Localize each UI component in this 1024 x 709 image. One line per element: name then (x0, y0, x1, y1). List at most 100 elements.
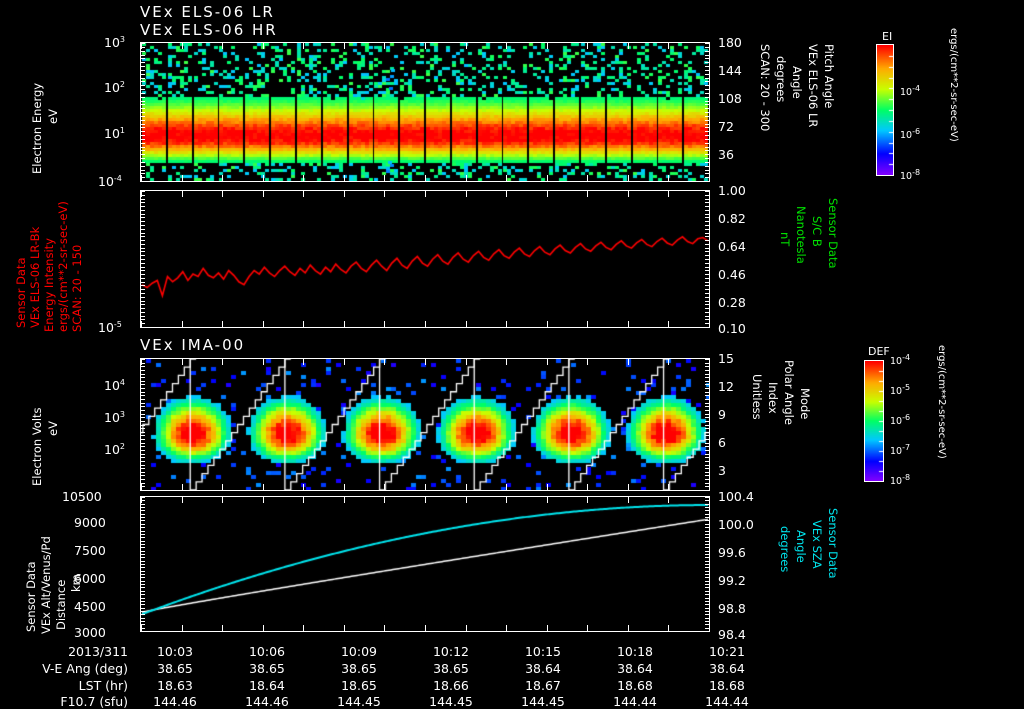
axis-tick-minor (705, 510, 709, 511)
axis-tick-minor (141, 251, 145, 252)
axis-tick-minor (141, 403, 145, 404)
axis-tick-minor (141, 468, 145, 469)
axis-tick-minor (705, 439, 709, 440)
axis-tick-minor (141, 457, 145, 458)
panel1-title-lr: VEx ELS-06 LR (140, 3, 275, 21)
axis-tick (668, 43, 669, 49)
axis-tick (263, 497, 264, 503)
axis-tick-minor (705, 479, 709, 480)
axis-tick-minor (705, 85, 709, 86)
axis-tick-minor (705, 537, 709, 538)
axis-tick (263, 321, 264, 327)
footer-cell-1-0: 38.65 (157, 661, 193, 676)
panel1-right-line0: Pitch Angle (822, 44, 836, 109)
axis-tick-minor (705, 514, 709, 515)
axis-tick-minor (705, 490, 709, 491)
axis-tick-minor (705, 51, 709, 52)
colorbar1-tick-1: 10-6 (900, 127, 921, 142)
axis-tick-minor (141, 89, 145, 90)
axis-tick-minor (705, 621, 709, 622)
panel1-ytick-1em4: 10-4 (98, 174, 122, 190)
axis-tick-minor (705, 297, 709, 298)
axis-tick (506, 191, 507, 197)
axis-tick (141, 359, 142, 365)
panel3-left-line1: eV (46, 421, 60, 436)
axis-tick-minor (705, 225, 709, 226)
axis-tick-minor (705, 611, 709, 612)
axis-tick-minor (705, 374, 709, 375)
axis-tick (141, 43, 142, 49)
axis-tick-minor (141, 225, 145, 226)
panel4-left-line2: Distance (54, 579, 68, 630)
axis-tick-minor (141, 594, 145, 595)
footer-cell-1-6: 38.64 (709, 661, 745, 676)
axis-tick (587, 484, 588, 490)
axis-tick-minor (141, 472, 145, 473)
panel2-plot-frame[interactable] (140, 190, 710, 328)
axis-tick-minor (705, 483, 709, 484)
panel4-rtick-992: 99.2 (718, 573, 746, 588)
axis-tick-minor (141, 267, 145, 268)
axis-tick-minor (141, 206, 145, 207)
axis-tick-minor (705, 112, 709, 113)
axis-tick (668, 484, 669, 490)
colorbar1[interactable] (876, 44, 894, 176)
panel4-rtick-1000: 100.0 (718, 517, 754, 532)
axis-tick-minor (141, 587, 145, 588)
colorbar3[interactable] (864, 360, 884, 482)
axis-tick (425, 625, 426, 631)
axis-tick (668, 321, 669, 327)
axis-tick-minor (705, 587, 709, 588)
axis-tick-minor (141, 497, 145, 498)
axis-tick-minor (705, 293, 709, 294)
axis-tick-minor (705, 377, 709, 378)
axis-tick (425, 175, 426, 181)
panel4-ytick-4500: 4500 (74, 599, 106, 614)
axis-tick-minor (705, 594, 709, 595)
axis-tick (709, 484, 710, 490)
colorbar3-tick-0: 10-4 (890, 353, 911, 368)
panel3-plot-frame[interactable] (140, 358, 710, 491)
axis-tick (587, 497, 588, 503)
axis-tick-minor (141, 124, 145, 125)
axis-tick-minor (141, 571, 145, 572)
axis-tick-minor (705, 255, 709, 256)
axis-tick-minor (141, 162, 145, 163)
axis-tick-minor (141, 547, 145, 548)
panel4-plot-frame[interactable] (140, 496, 710, 632)
axis-tick-minor (705, 202, 709, 203)
panel2-line-canvas[interactable] (141, 191, 709, 327)
axis-tick (222, 175, 223, 181)
axis-tick (263, 191, 264, 197)
axis-tick-minor (705, 384, 709, 385)
axis-tick (425, 321, 426, 327)
panel1-rtick-180: 180 (718, 35, 742, 50)
axis-tick-minor (705, 468, 709, 469)
axis-tick-minor (141, 374, 145, 375)
axis-tick-minor (705, 195, 709, 196)
axis-tick (303, 625, 304, 631)
axis-tick-minor (141, 43, 145, 44)
panel3-spectrogram-canvas[interactable] (141, 359, 709, 490)
axis-tick (628, 484, 629, 490)
panel2-rtick-010: 0.10 (718, 321, 746, 336)
axis-tick-minor (141, 486, 145, 487)
axis-tick (344, 175, 345, 181)
axis-tick (425, 497, 426, 503)
axis-tick-minor (141, 120, 145, 121)
panel1-spectrogram-canvas[interactable] (141, 43, 709, 181)
panel4-ytick-3000: 3000 (74, 625, 106, 640)
axis-tick (384, 321, 385, 327)
footer-cell-0-4: 10:15 (524, 644, 562, 659)
axis-tick (709, 43, 710, 49)
axis-tick-minor (705, 166, 709, 167)
panel4-line-canvas[interactable] (141, 497, 709, 631)
panel2-right-line1: S/C B (810, 216, 824, 247)
panel3-ytick-1e4: 104 (104, 378, 125, 394)
axis-tick-minor (141, 274, 145, 275)
panel1-right-line2: Angle (790, 66, 804, 99)
panel1-plot-frame[interactable] (140, 42, 710, 182)
axis-tick (425, 191, 426, 197)
axis-tick (587, 191, 588, 197)
axis-tick-minor (705, 158, 709, 159)
